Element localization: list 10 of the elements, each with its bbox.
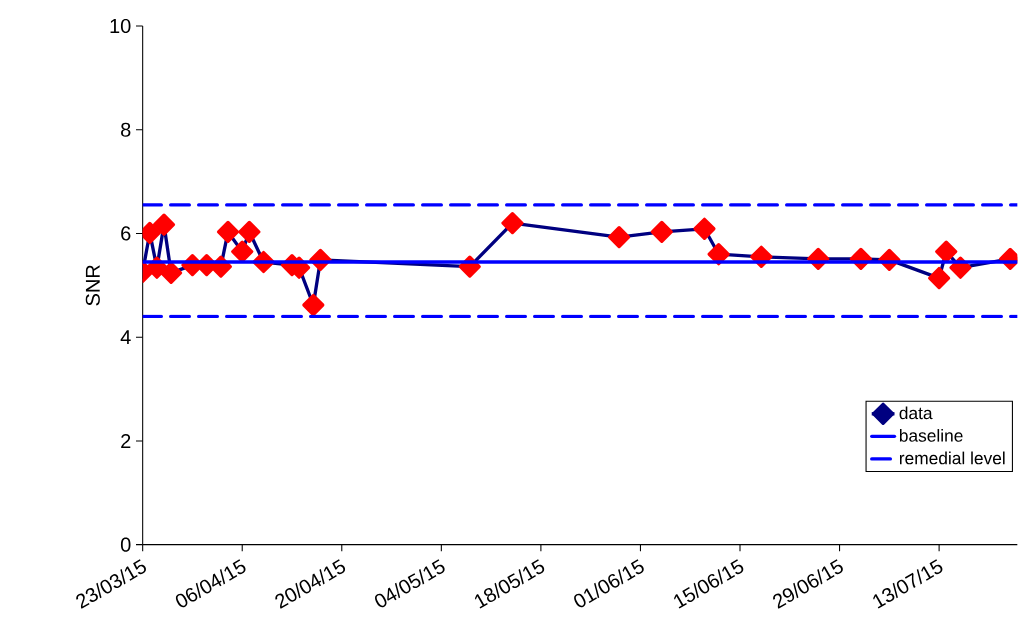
y-tick-label: 6 [121,226,131,241]
y-tick-label: 8 [121,122,131,137]
y-tick-label: 0 [120,537,131,552]
y-axis-title: SNR [85,265,100,306]
y-tick-label: 4 [120,330,131,345]
y-tick-label: 10 [110,19,131,34]
legend-label: baseline [899,429,963,442]
y-tick-label: 2 [121,434,131,449]
legend-label: data [899,406,933,420]
legend-label: remedial level [899,451,1005,465]
